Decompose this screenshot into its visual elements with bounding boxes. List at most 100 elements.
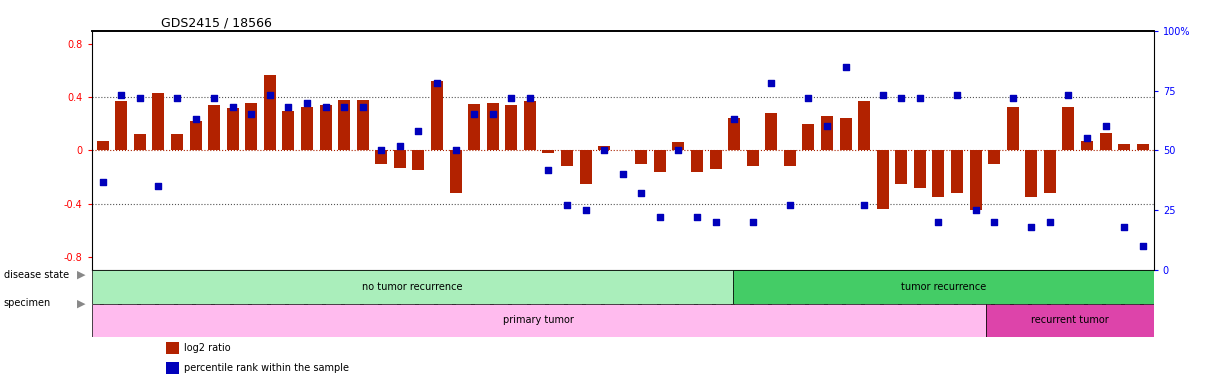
Bar [449, 151, 462, 193]
Point [242, 111, 261, 118]
Bar [709, 151, 722, 169]
Point [817, 123, 836, 129]
Point [149, 183, 168, 189]
Point [929, 219, 949, 225]
Point [278, 104, 298, 110]
Bar [877, 151, 889, 209]
Bar [320, 105, 332, 151]
Point [316, 104, 336, 110]
Bar [840, 119, 851, 151]
Point [353, 104, 372, 110]
Bar [987, 304, 1154, 337]
Bar [166, 342, 178, 354]
Bar [734, 270, 1154, 304]
Point [984, 219, 1004, 225]
Bar [1062, 106, 1074, 151]
Point [910, 95, 929, 101]
Point [1040, 219, 1060, 225]
Point [484, 111, 503, 118]
Bar [92, 304, 987, 337]
Point [595, 147, 614, 154]
Text: specimen: specimen [4, 298, 51, 308]
Bar [1100, 133, 1111, 151]
Bar [282, 111, 294, 151]
Point [891, 95, 911, 101]
Bar [673, 142, 685, 151]
Point [966, 207, 985, 213]
Bar [245, 103, 258, 151]
Bar [208, 105, 220, 151]
Bar [153, 93, 165, 151]
Point [687, 214, 707, 220]
Point [538, 167, 558, 173]
Bar [115, 101, 127, 151]
Text: log2 ratio: log2 ratio [184, 343, 231, 353]
Bar [635, 151, 647, 164]
Bar [1118, 144, 1131, 151]
Bar [189, 121, 201, 151]
Point [613, 171, 632, 177]
Point [762, 80, 781, 86]
Bar [487, 103, 498, 151]
Bar [92, 270, 734, 304]
Text: ▶: ▶ [77, 298, 85, 308]
Point [371, 147, 391, 154]
Point [836, 63, 856, 70]
Point [427, 80, 447, 86]
Bar [96, 141, 109, 151]
Bar [227, 108, 239, 151]
Bar [431, 81, 443, 151]
Text: percentile rank within the sample: percentile rank within the sample [184, 363, 349, 373]
Point [502, 95, 521, 101]
Bar [300, 106, 313, 151]
Point [1095, 123, 1115, 129]
Bar [338, 100, 350, 151]
Point [742, 219, 762, 225]
Bar [969, 151, 982, 210]
Point [1133, 243, 1153, 249]
Point [706, 219, 725, 225]
Bar [394, 151, 405, 168]
Point [204, 95, 223, 101]
Point [855, 202, 874, 209]
Text: tumor recurrence: tumor recurrence [901, 282, 987, 292]
Text: GDS2415 / 18566: GDS2415 / 18566 [161, 17, 271, 30]
Text: ▶: ▶ [77, 270, 85, 280]
Point [446, 147, 465, 154]
Point [93, 179, 112, 185]
Point [1022, 224, 1042, 230]
Point [131, 95, 150, 101]
Bar [933, 151, 945, 197]
Bar [264, 74, 276, 151]
Point [520, 95, 540, 101]
Point [335, 104, 354, 110]
Bar [913, 151, 926, 188]
Point [186, 116, 205, 122]
Bar [802, 124, 814, 151]
Bar [728, 119, 740, 151]
Point [650, 214, 669, 220]
Bar [747, 151, 758, 166]
Bar [691, 151, 703, 172]
Bar [166, 362, 178, 374]
Point [631, 190, 651, 197]
Bar [357, 100, 369, 151]
Point [1059, 92, 1078, 98]
Point [947, 92, 967, 98]
Point [464, 111, 484, 118]
Point [1115, 224, 1134, 230]
Bar [542, 151, 554, 153]
Point [1002, 95, 1022, 101]
Bar [580, 151, 592, 184]
Bar [1006, 106, 1018, 151]
Point [111, 92, 131, 98]
Point [780, 202, 800, 209]
Point [297, 99, 316, 106]
Bar [653, 151, 665, 172]
Bar [951, 151, 963, 193]
Bar [375, 151, 387, 164]
Bar [895, 151, 907, 184]
Bar [1081, 141, 1093, 151]
Point [167, 95, 187, 101]
Text: primary tumor: primary tumor [503, 315, 574, 325]
